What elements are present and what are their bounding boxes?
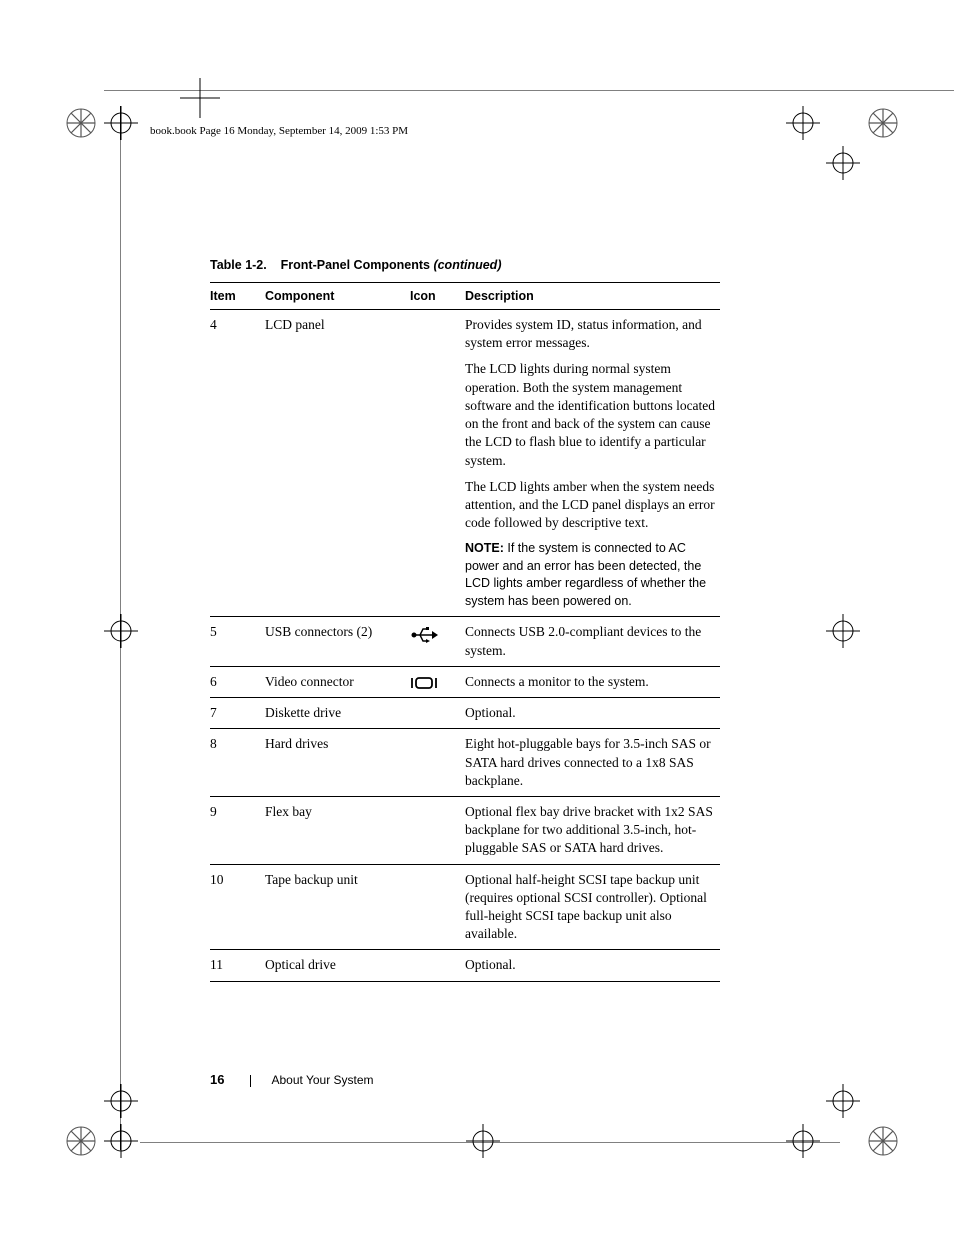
footer-section: About Your System — [271, 1073, 373, 1087]
note-block: NOTE: If the system is connected to AC p… — [465, 540, 716, 610]
cell-component: USB connectors (2) — [265, 617, 410, 666]
burst-top-right — [866, 106, 900, 140]
table-row: 10Tape backup unit Optional half-height S… — [210, 864, 720, 950]
cell-icon — [410, 729, 465, 797]
cell-icon — [410, 310, 465, 617]
table-row: 6Video connector Connects a monitor to th… — [210, 666, 720, 697]
cell-description: Optional flex bay drive bracket with 1x2… — [465, 796, 720, 864]
cell-icon — [410, 796, 465, 864]
cell-item: 5 — [210, 617, 265, 666]
reg-mark-top-right-b — [826, 146, 860, 180]
footer-divider — [250, 1075, 251, 1087]
reg-mark-mid-right — [826, 614, 860, 648]
cell-icon — [410, 864, 465, 950]
cell-description: Optional half-height SCSI tape backup un… — [465, 864, 720, 950]
page-number: 16 — [210, 1072, 224, 1087]
crop-line-bottom — [140, 1142, 840, 1143]
table-row: 8Hard drives Eight hot-pluggable bays for… — [210, 729, 720, 797]
cell-item: 10 — [210, 864, 265, 950]
desc-text: Optional. — [465, 704, 716, 722]
table-caption: Table 1-2. Front-Panel Components (conti… — [210, 258, 720, 272]
crop-line-left — [120, 140, 121, 1150]
desc-text: Connects USB 2.0-compliant devices to th… — [465, 623, 716, 659]
cell-component: LCD panel — [265, 310, 410, 617]
usb-icon — [410, 625, 438, 645]
desc-text: Eight hot-pluggable bays for 3.5-inch SA… — [465, 735, 716, 790]
cell-item: 11 — [210, 950, 265, 981]
page-footer: 16 About Your System — [210, 1072, 720, 1087]
cell-icon — [410, 698, 465, 729]
page-header-text: book.book Page 16 Monday, September 14, … — [150, 125, 408, 137]
desc-text: Optional half-height SCSI tape backup un… — [465, 871, 716, 944]
reg-mark-top-left — [104, 106, 138, 140]
crop-mark-top-center — [180, 78, 220, 118]
table-row: 4LCD panel Provides system ID, status inf… — [210, 310, 720, 617]
cell-item: 4 — [210, 310, 265, 617]
cell-description: Eight hot-pluggable bays for 3.5-inch SA… — [465, 729, 720, 797]
table-row: 7Diskette drive Optional. — [210, 698, 720, 729]
desc-text: Optional. — [465, 956, 716, 974]
cell-component: Optical drive — [265, 950, 410, 981]
caption-continued: (continued) — [433, 258, 501, 272]
table-row: 11Optical drive Optional. — [210, 950, 720, 981]
page-content: Table 1-2. Front-Panel Components (conti… — [210, 258, 720, 982]
reg-mark-bottom-center — [466, 1124, 500, 1158]
cell-item: 9 — [210, 796, 265, 864]
caption-title: Front-Panel Components — [281, 258, 430, 272]
cell-component: Hard drives — [265, 729, 410, 797]
burst-top-left — [64, 106, 98, 140]
desc-text: Connects a monitor to the system. — [465, 673, 716, 691]
reg-mark-top-right-a — [786, 106, 820, 140]
reg-mark-bottom-left-a — [104, 1084, 138, 1118]
crop-line-top — [104, 90, 954, 91]
caption-label: Table 1-2. — [210, 258, 267, 272]
reg-mark-mid-left — [104, 614, 138, 648]
cell-description: Provides system ID, status information, … — [465, 310, 720, 617]
video-icon — [410, 675, 438, 691]
cell-component: Diskette drive — [265, 698, 410, 729]
cell-icon — [410, 617, 465, 666]
col-header-component: Component — [265, 283, 410, 310]
table-row: 5USB connectors (2) Connects USB 2.0-comp… — [210, 617, 720, 666]
reg-mark-bottom-left-b — [104, 1124, 138, 1158]
col-header-item: Item — [210, 283, 265, 310]
cell-icon — [410, 950, 465, 981]
cell-description: Optional. — [465, 698, 720, 729]
note-label: NOTE: — [465, 541, 504, 555]
desc-text: Optional flex bay drive bracket with 1x2… — [465, 803, 716, 858]
desc-text: The LCD lights amber when the system nee… — [465, 478, 716, 533]
cell-item: 7 — [210, 698, 265, 729]
cell-item: 8 — [210, 729, 265, 797]
cell-icon — [410, 666, 465, 697]
burst-bottom-right — [866, 1124, 900, 1158]
burst-bottom-left — [64, 1124, 98, 1158]
cell-description: Optional. — [465, 950, 720, 981]
cell-component: Video connector — [265, 666, 410, 697]
cell-component: Tape backup unit — [265, 864, 410, 950]
col-header-icon: Icon — [410, 283, 465, 310]
col-header-description: Description — [465, 283, 720, 310]
table-row: 9Flex bay Optional flex bay drive bracket… — [210, 796, 720, 864]
cell-component: Flex bay — [265, 796, 410, 864]
desc-text: The LCD lights during normal system oper… — [465, 360, 716, 469]
cell-item: 6 — [210, 666, 265, 697]
desc-text: Provides system ID, status information, … — [465, 316, 716, 352]
cell-description: Connects a monitor to the system. — [465, 666, 720, 697]
reg-mark-bottom-right-b — [826, 1084, 860, 1118]
reg-mark-bottom-right-a — [786, 1124, 820, 1158]
cell-description: Connects USB 2.0-compliant devices to th… — [465, 617, 720, 666]
components-table: Item Component Icon Description 4LCD pan… — [210, 282, 720, 982]
